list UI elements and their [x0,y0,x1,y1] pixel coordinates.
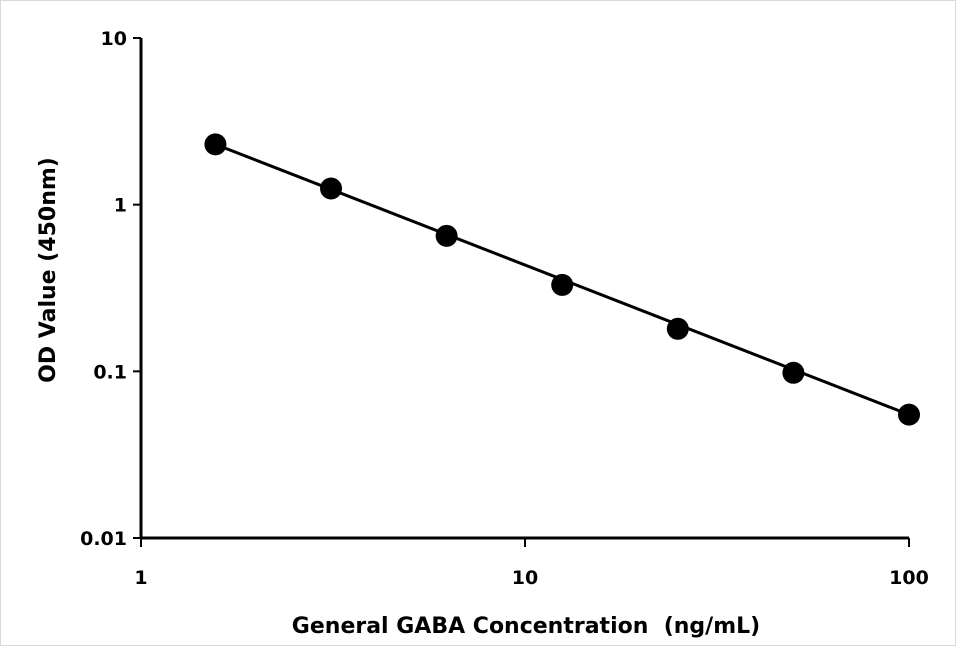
axes-layer [139,38,909,540]
ticks-layer: 0.01 0.1 1 10 1 10 100 [80,28,929,589]
x-tick-label: 1 [134,567,147,589]
data-point [551,273,574,296]
data-point [666,317,689,340]
data-point [435,224,458,247]
y-tick-label: 1 [114,195,127,217]
data-point [320,177,343,200]
data-point [898,403,920,426]
y-tick-label: 10 [101,28,127,50]
y-tick-label: 0.01 [80,528,127,550]
data-point [204,133,227,156]
data-point [782,361,805,384]
y-tick-label: 0.1 [93,361,127,383]
y-axis-title: OD Value (450nm) [36,157,61,383]
data-points-layer [204,133,920,426]
x-tick-label: 10 [512,567,538,589]
x-tick-label: 100 [889,567,929,589]
x-axis-title: General GABA Concentration (ng/mL) [292,614,760,639]
